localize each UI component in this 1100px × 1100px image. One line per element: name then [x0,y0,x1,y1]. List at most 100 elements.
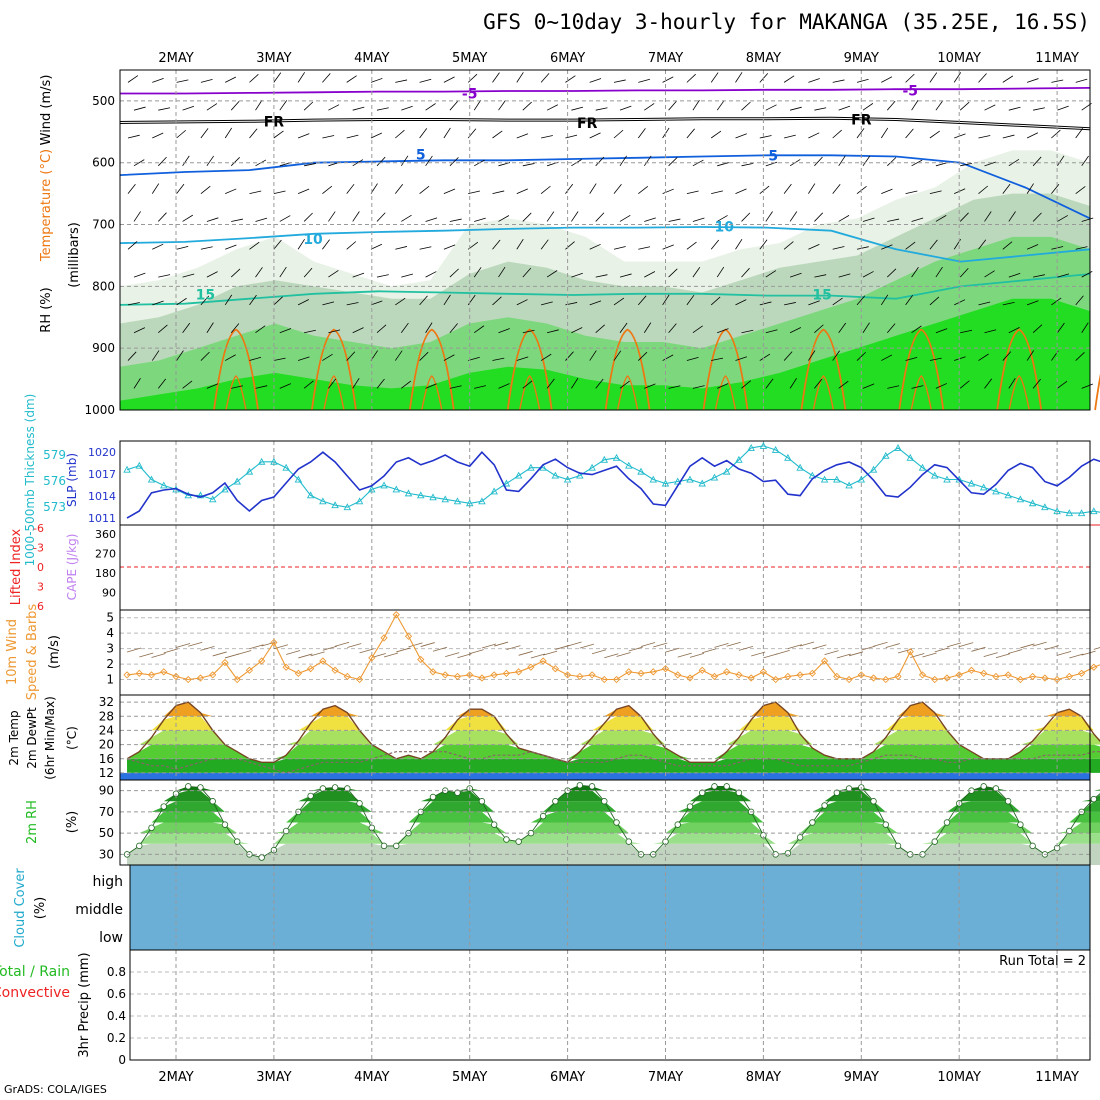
wind-barb [273,296,283,306]
wind-barb [1051,297,1062,306]
thickness-marker [319,497,327,505]
warm-contour [213,328,259,411]
surface-barb [1081,650,1096,656]
thickness-marker [416,491,425,499]
rh-marker [515,838,522,845]
y-tick-slp: 1017 [88,468,116,481]
y-tick-wind: 5 [106,611,114,625]
wind-barb [158,274,171,278]
temp-contour [119,117,1091,130]
warm-contour [408,328,455,411]
surface-barb [702,648,717,654]
wind-barb [1051,129,1061,139]
wind-speed-marker [331,666,339,674]
ylabel-slp: SLP (mb) [65,453,79,507]
wind-barb [151,350,160,361]
wind-speed-marker [563,671,572,679]
x-tick-bottom: 11MAY [1035,1070,1079,1085]
surface-barb [432,646,448,652]
wind-speed-marker [245,666,254,674]
ylabel-wind-2: Speed & Barbs [25,604,40,701]
thickness-marker [845,481,853,489]
thickness-marker [331,501,339,509]
surface-barb [579,643,594,649]
thickness-marker [576,471,584,479]
wind-barb [419,78,432,83]
y-tick-pressure: 500 [92,94,115,108]
wind-barb [443,354,455,361]
wind-barb [346,241,357,250]
wind-barb [443,244,456,250]
wind-barb [887,385,900,389]
wind-barb [984,329,997,334]
surface-barb [408,642,423,648]
surface-barb [555,645,570,650]
wind-barb [322,185,333,194]
wind-barb [395,129,405,139]
wind-barb [905,356,918,361]
wind-barb [206,322,214,333]
wind-barb [929,130,940,139]
rh-marker [784,850,792,857]
wind-speed-marker [661,665,670,673]
wind-barb [133,272,146,278]
wind-barb [376,274,389,278]
thickness-marker [392,485,401,493]
thickness-marker [160,481,168,489]
y-tick-temp: 20 [99,738,114,752]
wind-barb [546,378,555,389]
surface-barb [983,652,998,658]
wind-barb [498,328,510,334]
wind-barb [492,239,501,250]
wind-barb [613,350,622,361]
y-tick-li: 3 [37,581,44,594]
wind-barb [759,135,772,139]
wind-barb [395,79,408,83]
wind-speed-marker [808,669,816,678]
wind-barb [571,211,579,222]
wind-barb [759,185,770,194]
rh-band [127,801,1100,812]
x-tick-top: 6MAY [550,51,585,66]
thickness-marker [196,491,205,499]
thickness-marker [661,479,670,487]
surface-barb [689,653,705,658]
surface-barb [824,650,839,656]
y-tick-cape: 90 [102,587,116,600]
contour-label: FR [577,116,598,132]
wind-barb [668,157,678,167]
x-tick-bottom: 3MAY [256,1070,291,1085]
wind-barb [832,184,841,194]
wind-barb [1075,295,1084,306]
y-tick-rh: 30 [99,847,114,861]
wind-barb [376,107,389,111]
wind-barb [133,159,145,167]
wind-barb [716,266,725,278]
rh-marker [503,836,510,843]
wind-barb [522,380,533,389]
warm-contour [1008,375,1030,411]
thickness-marker [294,475,303,483]
wind-barb [984,378,993,389]
wind-barb [498,266,506,278]
wind-barb [765,211,773,222]
wind-speed-marker [441,671,449,679]
thickness-marker [771,445,780,453]
wind-barb [668,218,681,222]
ylabel-temp-4: (°C) [65,726,79,750]
wind-barb [644,383,656,389]
wind-barb [127,75,139,83]
surface-barb [946,642,962,648]
wind-speed-marker [270,638,278,647]
wind-barb [662,127,670,139]
wind-barb [881,76,893,83]
wind-barb [589,183,597,194]
rh-marker [870,798,877,805]
wind-barb [516,299,528,306]
rh-marker [601,798,608,805]
wind-barb [540,239,549,250]
thickness-marker [1028,499,1037,507]
warm-contour [311,328,357,411]
rh-marker [307,792,314,800]
wind-barb [814,324,824,334]
